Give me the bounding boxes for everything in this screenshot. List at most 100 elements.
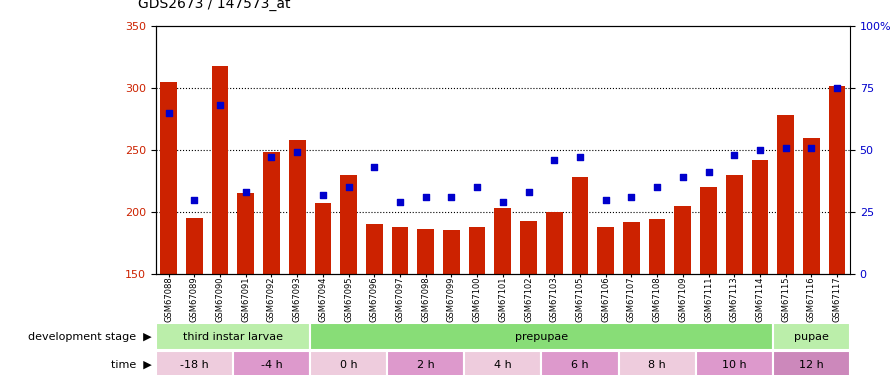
Text: GSM67113: GSM67113 [730,276,739,322]
Text: GSM67090: GSM67090 [215,276,224,322]
Text: GSM67102: GSM67102 [524,276,533,322]
Text: GSM67106: GSM67106 [601,276,611,322]
Bar [310,323,773,350]
Text: third instar larvae: third instar larvae [182,332,283,342]
Bar [310,351,387,375]
Text: GSM67108: GSM67108 [652,276,661,322]
Point [624,194,638,200]
Text: GSM67111: GSM67111 [704,276,713,322]
Text: GSM67099: GSM67099 [447,276,456,322]
Text: prepupae: prepupae [514,332,568,342]
Bar [546,212,562,274]
Point [418,194,433,200]
Text: GSM67093: GSM67093 [293,276,302,322]
Bar [649,219,666,274]
Bar [623,222,640,274]
Point [392,199,407,205]
Point [599,196,613,202]
Point [368,164,382,170]
Bar [160,82,177,274]
Text: GSM67091: GSM67091 [241,276,250,322]
Point [779,144,793,150]
Point [547,157,562,163]
Text: GSM67103: GSM67103 [550,276,559,322]
Bar [803,138,820,274]
Point [316,192,330,198]
Text: GSM67089: GSM67089 [190,276,198,322]
Text: 4 h: 4 h [494,360,512,370]
Text: 2 h: 2 h [417,360,434,370]
Bar [726,175,742,274]
Text: development stage  ▶: development stage ▶ [28,332,151,342]
Text: GSM67107: GSM67107 [627,276,636,322]
Point [342,184,356,190]
Bar [597,227,614,274]
Point [470,184,484,190]
Text: GSM67095: GSM67095 [344,276,353,322]
Point [573,154,587,160]
Text: GSM67101: GSM67101 [498,276,507,322]
Text: -4 h: -4 h [261,360,282,370]
Text: time  ▶: time ▶ [110,360,151,370]
Bar [366,224,383,274]
Bar [773,323,850,350]
Text: GSM67100: GSM67100 [473,276,481,322]
Bar [314,203,331,274]
Text: GDS2673 / 147573_at: GDS2673 / 147573_at [138,0,290,11]
Bar [752,160,768,274]
Point [264,154,279,160]
Bar [238,194,255,274]
Bar [289,140,305,274]
Text: 12 h: 12 h [799,360,824,370]
Text: GSM67117: GSM67117 [832,276,842,322]
Text: GSM67116: GSM67116 [807,276,816,322]
Bar [541,351,619,375]
Text: GSM67105: GSM67105 [576,276,585,322]
Text: GSM67096: GSM67096 [369,276,379,322]
Bar [696,351,773,375]
Text: 6 h: 6 h [571,360,589,370]
Text: 0 h: 0 h [340,360,358,370]
Bar [521,220,537,274]
Point [444,194,458,200]
Bar [777,116,794,274]
Bar [156,323,310,350]
Point [676,174,690,180]
Point [805,144,819,150]
Point [239,189,253,195]
Bar [233,351,310,375]
Bar [571,177,588,274]
Text: GSM67088: GSM67088 [164,276,174,322]
Text: pupae: pupae [794,332,829,342]
Bar [186,218,203,274]
Point [753,147,767,153]
Bar [469,227,486,274]
Point [213,102,227,108]
Bar [156,351,233,375]
Bar [829,86,846,274]
Point [161,110,175,116]
Bar [387,351,465,375]
Point [290,150,304,156]
Bar [263,153,279,274]
Text: GSM67098: GSM67098 [421,276,430,322]
Bar [443,230,460,274]
Text: 8 h: 8 h [648,360,666,370]
Bar [340,175,357,274]
Bar [675,206,692,274]
Bar [495,208,511,274]
Text: -18 h: -18 h [180,360,208,370]
Point [522,189,536,195]
Text: GSM67092: GSM67092 [267,276,276,322]
Bar [417,229,434,274]
Bar [392,227,409,274]
Text: GSM67097: GSM67097 [395,276,405,322]
Text: GSM67114: GSM67114 [756,276,765,322]
Point [650,184,664,190]
Bar [773,351,850,375]
Point [187,196,201,202]
Bar [465,351,541,375]
Point [496,199,510,205]
Bar [619,351,696,375]
Bar [700,187,717,274]
